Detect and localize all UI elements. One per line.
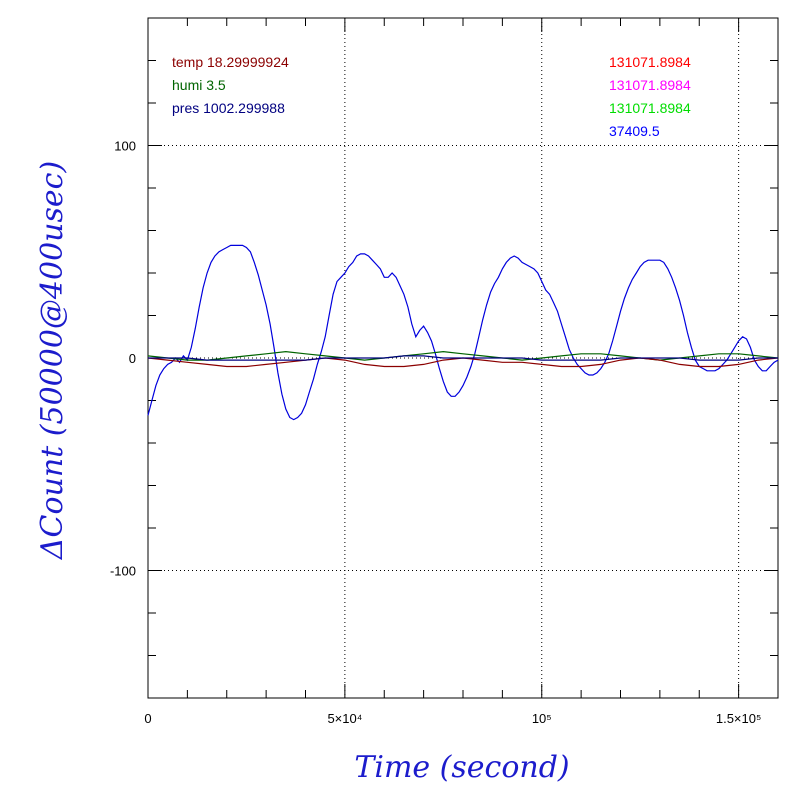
data-series	[147, 244, 779, 421]
x-tick-label: 0	[144, 711, 151, 726]
legend-entry: 131071.8984	[609, 100, 691, 116]
y-tick-label: 0	[129, 351, 136, 366]
y-axis-title: ΔCount (50000@400usec)	[35, 161, 70, 560]
series-line-1	[147, 350, 779, 361]
y-tick-labels: 100 0 -100	[110, 139, 136, 579]
legend-entry: pres 1002.299988	[172, 100, 285, 116]
series-line-0	[147, 244, 779, 421]
legend-left: temp 18.29999924 humi 3.5 pres 1002.299988	[172, 54, 289, 116]
x-axis-title: Time (second)	[354, 750, 569, 785]
x-tick-labels: 0 5×10⁴ 10⁵ 1.5×10⁵	[144, 711, 761, 726]
legend-right: 131071.8984 131071.8984 131071.8984 37409.5	[609, 54, 691, 139]
tick-marks	[147, 17, 779, 699]
series-line-2	[147, 357, 779, 368]
y-tick-label: -100	[110, 564, 136, 579]
series-line-3	[148, 355, 778, 361]
legend-entry: 37409.5	[609, 123, 660, 139]
legend-entry: humi 3.5	[172, 77, 226, 93]
x-tick-label: 10⁵	[532, 711, 552, 726]
x-tick-label: 5×10⁴	[327, 711, 362, 726]
legend-entry: 131071.8984	[609, 77, 691, 93]
legend-entry: 131071.8984	[609, 54, 691, 70]
y-tick-label: 100	[114, 139, 136, 154]
legend-entry: temp 18.29999924	[172, 54, 289, 70]
x-tick-label: 1.5×10⁵	[716, 711, 762, 726]
